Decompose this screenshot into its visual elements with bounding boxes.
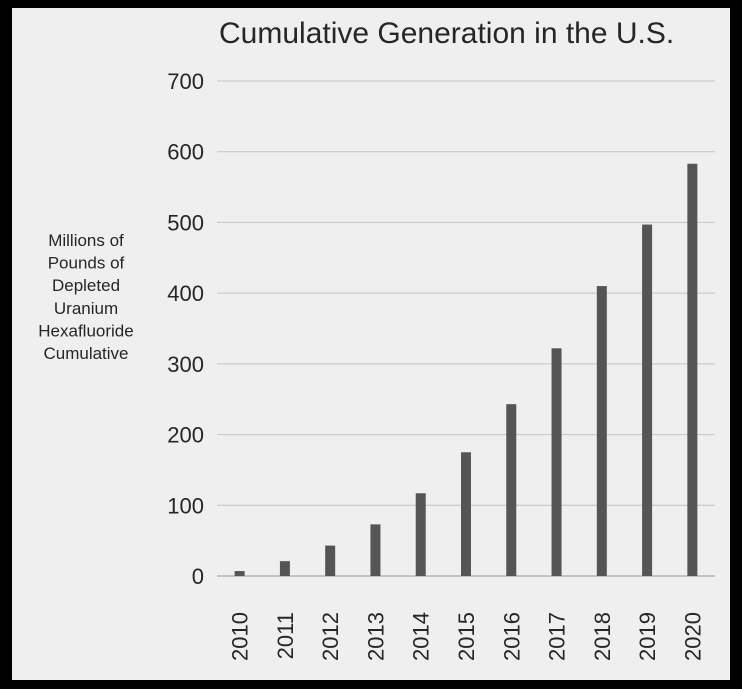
bar-2012 [325, 545, 336, 576]
gridlines [217, 80, 715, 506]
x-tick-label: 2013 [363, 612, 388, 661]
y-tick-label: 700 [167, 69, 204, 94]
bar-2019 [642, 224, 653, 577]
bar-2011 [279, 561, 290, 576]
x-tick-label: 2019 [635, 612, 660, 661]
bars [234, 163, 698, 577]
x-tick-label: 2011 [273, 612, 298, 659]
y-tick-label: 0 [192, 564, 204, 589]
y-axis-label-line: Uranium [54, 299, 118, 318]
x-tick-label: 2016 [499, 612, 524, 661]
bar-2010 [234, 571, 245, 576]
y-axis-label-line: Millions of [48, 231, 124, 250]
bar-2015 [461, 452, 471, 576]
bar-2016 [506, 404, 517, 576]
bar-2013 [370, 524, 381, 576]
x-tick-label: 2015 [454, 612, 479, 661]
x-tick-label: 2010 [228, 612, 253, 661]
chart-frame: Cumulative Generation in the U.S. 0 100 20… [12, 8, 730, 680]
y-tick-labels: 0 100 200 300 400 500 600 700 [167, 69, 204, 589]
y-axis-label: Millions of Pounds of Depleted Uranium Hexaf… [38, 231, 133, 363]
chart-svg: Cumulative Generation in the U.S. 0 100 20… [38, 17, 715, 661]
y-tick-label: 100 [167, 493, 204, 518]
y-tick-label: 300 [167, 352, 204, 377]
x-tick-label: 2020 [680, 612, 705, 661]
y-axis-label-line: Pounds of [48, 254, 125, 273]
bar-2017 [551, 348, 562, 576]
x-tick-label: 2012 [318, 612, 343, 661]
y-axis-label-line: Cumulative [43, 344, 128, 363]
y-axis-label-line: Hexafluoride [38, 321, 133, 340]
bar-2018 [596, 286, 607, 576]
x-tick-label: 2017 [545, 612, 570, 661]
x-tick-label: 2018 [590, 612, 615, 661]
y-tick-label: 500 [167, 210, 204, 235]
y-tick-label: 600 [167, 140, 204, 165]
chart-title: Cumulative Generation in the U.S. [219, 17, 674, 50]
y-axis-label-line: Depleted [52, 276, 120, 295]
y-tick-label: 400 [167, 281, 204, 306]
bar-2020 [687, 163, 698, 576]
x-tick-label: 2014 [409, 612, 434, 661]
y-tick-label: 200 [167, 423, 204, 448]
x-tick-labels: 2010 2011 2012 2013 2014 2015 2016 2017 2018 2019… [228, 612, 706, 661]
bar-2014 [415, 493, 426, 576]
